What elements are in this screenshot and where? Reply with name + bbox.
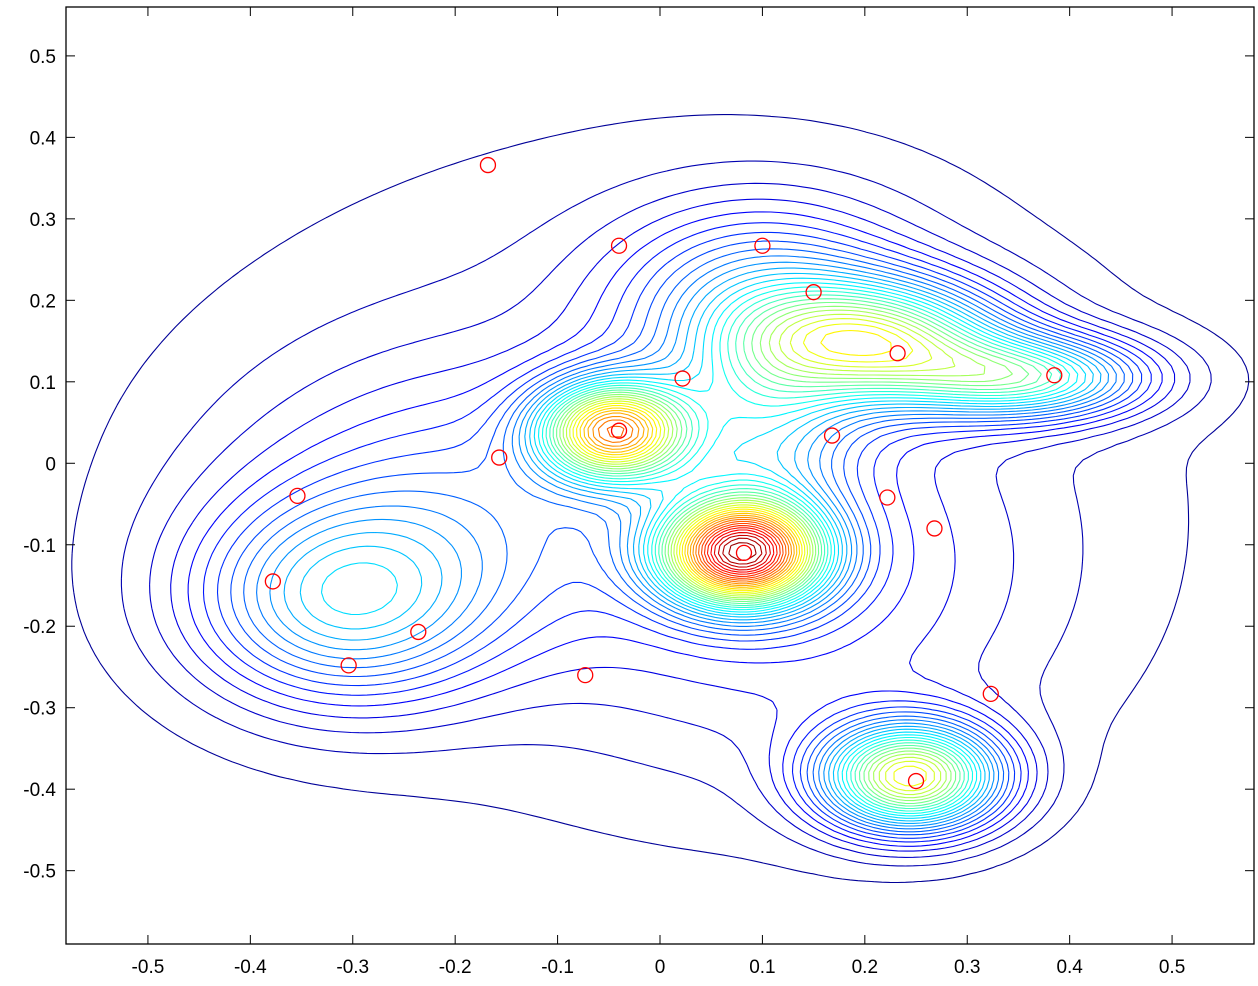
y-tick-label: 0.4 bbox=[30, 128, 57, 149]
contour-level bbox=[149, 182, 1191, 858]
y-tick-label: -0.3 bbox=[23, 699, 56, 720]
x-tick-label: -0.3 bbox=[336, 957, 369, 978]
contour-level bbox=[243, 248, 1125, 833]
x-tick-label: -0.2 bbox=[439, 957, 472, 978]
sample-point bbox=[610, 237, 628, 254]
contour-level bbox=[606, 425, 787, 581]
sample-point bbox=[491, 449, 508, 466]
contour-level bbox=[559, 305, 1013, 802]
y-tick-label: 0 bbox=[45, 454, 56, 475]
contour-level bbox=[552, 298, 1042, 807]
contour-level bbox=[556, 301, 1030, 805]
contour-level bbox=[120, 160, 1212, 867]
contour-level bbox=[713, 532, 771, 571]
sample-point bbox=[479, 156, 497, 174]
y-tick-label: 0.2 bbox=[30, 291, 56, 312]
contour-level bbox=[545, 290, 1062, 812]
contour-level bbox=[71, 114, 1250, 884]
contour-level bbox=[230, 240, 1134, 836]
contour-level bbox=[187, 211, 1163, 847]
contour-level bbox=[579, 407, 801, 590]
contour-level bbox=[541, 286, 1071, 814]
contour-level bbox=[717, 534, 767, 568]
contour-level bbox=[562, 309, 986, 799]
x-tick-label: 0 bbox=[655, 957, 666, 978]
plot-background bbox=[66, 7, 1254, 944]
contour-level bbox=[587, 412, 795, 587]
y-tick-label: 0.1 bbox=[30, 373, 56, 394]
x-tick-label: -0.5 bbox=[132, 957, 165, 978]
contour-level bbox=[537, 282, 1079, 817]
x-tick-label: 0.2 bbox=[852, 957, 878, 978]
contour-level bbox=[597, 419, 790, 583]
y-axis: 0.5 0.4 0.3 0.2 0.1 0 -0.1 -0.2 -0.3 -0.4 -0.5 bbox=[23, 47, 1254, 883]
contour-level bbox=[256, 255, 1117, 830]
contour-level bbox=[549, 294, 1053, 810]
sample-point bbox=[805, 284, 822, 301]
sample-point bbox=[926, 520, 943, 537]
contour-level bbox=[703, 525, 781, 577]
sample-point bbox=[879, 489, 896, 506]
contour-level bbox=[170, 198, 1176, 852]
sample-point bbox=[907, 772, 925, 790]
contour-level bbox=[320, 277, 1087, 819]
y-tick-label: -0.1 bbox=[23, 536, 56, 557]
contour-lines bbox=[71, 114, 1250, 884]
sample-point bbox=[289, 487, 306, 505]
sample-points bbox=[264, 156, 1063, 790]
contour-level bbox=[202, 222, 1152, 843]
sample-point bbox=[610, 422, 628, 439]
y-tick-label: -0.2 bbox=[23, 617, 56, 638]
x-tick-label: -0.4 bbox=[234, 957, 267, 978]
sample-point bbox=[264, 573, 282, 590]
y-tick-label: 0.5 bbox=[30, 47, 56, 68]
contour-level bbox=[583, 410, 798, 588]
contour-level bbox=[283, 267, 1102, 824]
sample-point bbox=[577, 666, 594, 684]
contour-level bbox=[269, 261, 1110, 827]
contour-level bbox=[700, 522, 784, 579]
sample-point bbox=[889, 345, 906, 362]
x-tick-label: -0.1 bbox=[541, 957, 574, 978]
contour-level bbox=[706, 527, 778, 575]
contour-level bbox=[722, 537, 763, 565]
y-tick-label: -0.4 bbox=[23, 780, 56, 801]
contour-level bbox=[216, 231, 1143, 839]
sample-point bbox=[674, 370, 691, 387]
sample-point bbox=[735, 544, 753, 562]
sample-point bbox=[1046, 367, 1063, 384]
contour-level bbox=[299, 272, 1094, 822]
y-tick-label: -0.5 bbox=[23, 862, 56, 883]
x-axis: -0.5 -0.4 -0.3 -0.2 -0.1 0 0.1 0.2 0.3 0.4 0.5 bbox=[132, 7, 1185, 978]
x-tick-label: 0.3 bbox=[954, 957, 980, 978]
contour-level bbox=[592, 416, 793, 585]
sample-point bbox=[340, 657, 357, 674]
sample-point bbox=[754, 237, 771, 254]
contour-level bbox=[576, 329, 892, 592]
sample-point bbox=[982, 685, 999, 703]
x-tick-label: 0.5 bbox=[1159, 957, 1185, 978]
y-tick-label: 0.3 bbox=[30, 210, 56, 231]
x-tick-label: 0.1 bbox=[749, 957, 775, 978]
contour-level bbox=[710, 529, 775, 573]
sample-point bbox=[823, 427, 841, 444]
contour-level bbox=[569, 318, 935, 792]
sample-point bbox=[410, 623, 427, 641]
x-tick-label: 0.4 bbox=[1056, 957, 1083, 978]
contour-level bbox=[572, 323, 927, 787]
contour-level bbox=[565, 313, 956, 796]
